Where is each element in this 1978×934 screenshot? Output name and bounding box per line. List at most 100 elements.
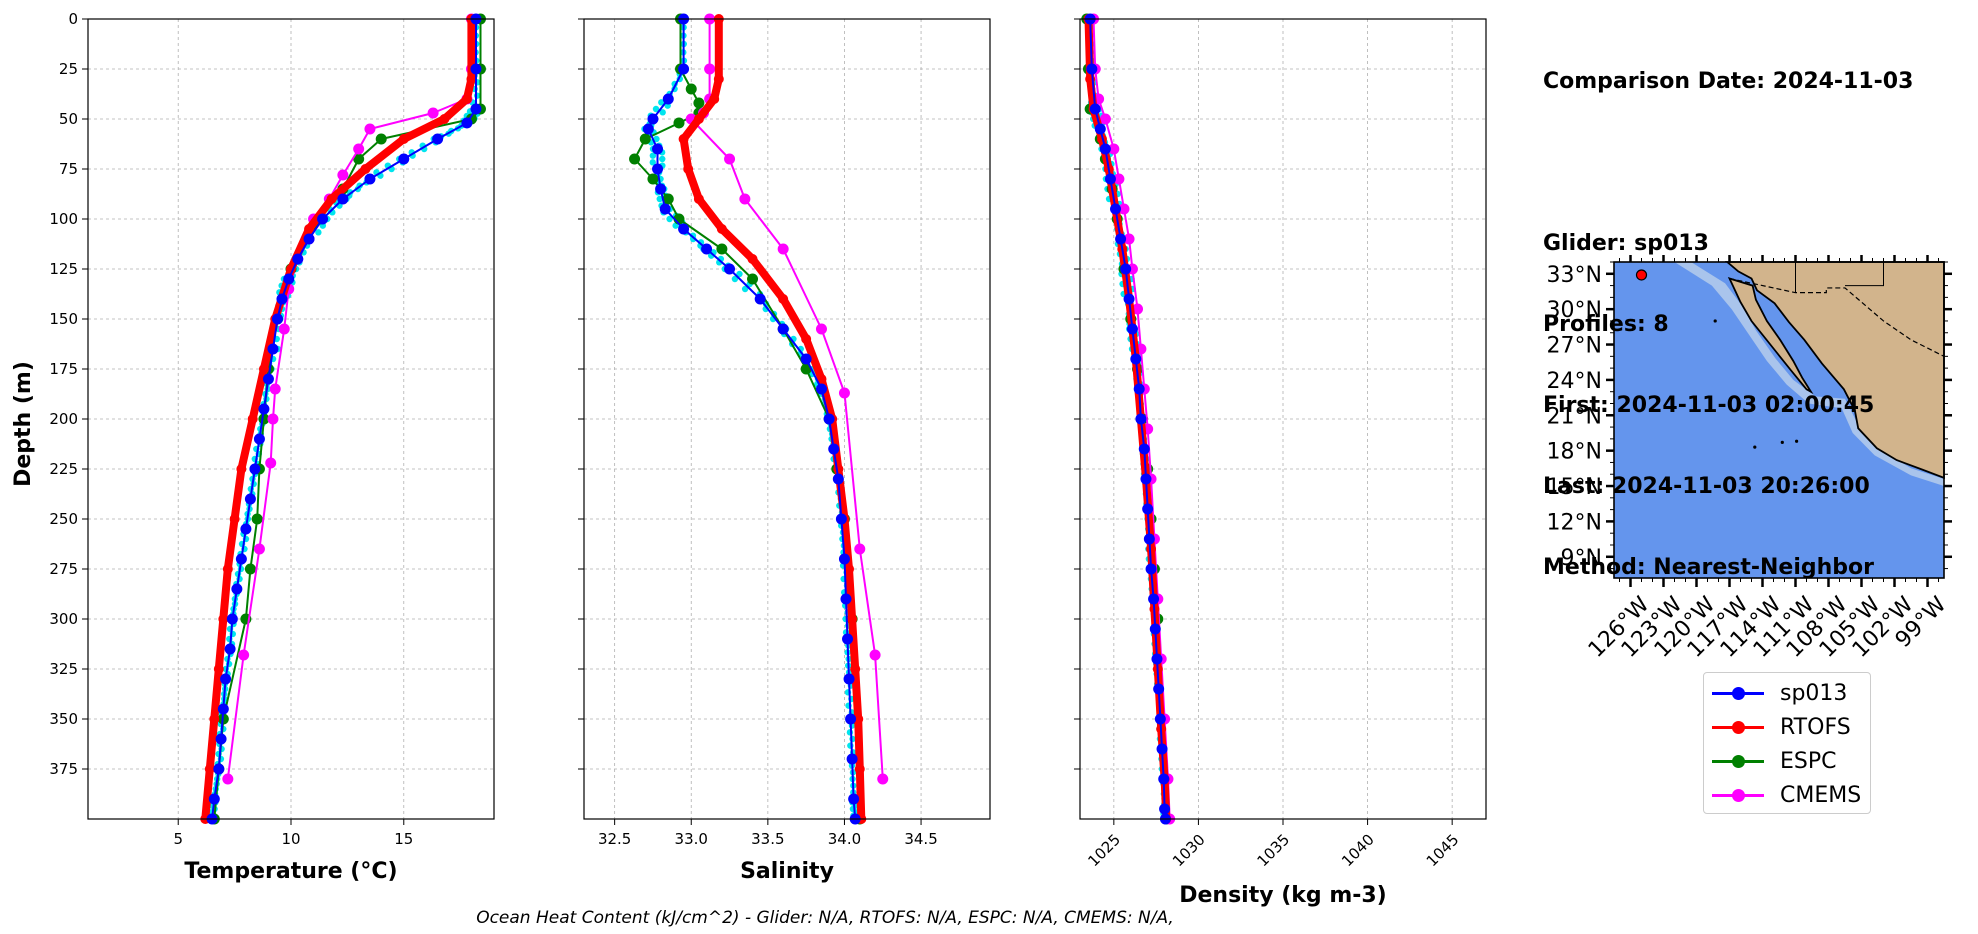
map-island [1753,445,1757,449]
series-point-glider [1130,353,1142,365]
map-lat-label: 9°N [1561,546,1602,571]
x-tick-label: 1025 [1084,831,1124,871]
series-point-glider [662,93,674,105]
series-point-rtofs [847,614,858,624]
series-point-cmems [777,243,789,255]
series-point-glider [652,163,664,175]
series-point-glider [659,203,671,215]
series-point-rtofs [833,464,844,474]
last-time: Last: 2024-11-03 20:26:00 [1543,474,1870,499]
x-tick-label: 10 [281,830,300,848]
series-point-rtofs [1146,544,1157,554]
glider-raw-point [741,285,749,293]
series-point-glider [1153,683,1165,695]
glider-raw-point [659,109,666,116]
series-point-espc [375,133,387,145]
map-land [1724,261,1945,480]
series-point-glider [848,793,860,805]
map-border [1729,277,1945,357]
glider-raw-point [473,92,481,99]
x-tick-label: 34.5 [904,830,937,848]
series-point-glider [240,523,252,535]
series-point-glider [337,193,349,205]
series-point-glider [815,383,827,395]
x-tick-label: 15 [394,830,413,848]
series-point-cmems [739,193,751,205]
series-point-espc [251,513,263,525]
series-point-glider [231,583,243,595]
series-point-glider [1126,323,1138,335]
series-point-espc [353,153,365,165]
series-glider [642,13,861,825]
series-point-cmems [265,457,277,469]
series-point-glider [835,513,847,525]
series-point-cmems [815,323,827,335]
series-point-rtofs [326,194,337,204]
x-tick-label: 1040 [1338,831,1378,871]
x-axis-label: Salinity [740,859,834,884]
series-point-glider [283,273,295,285]
series-point-glider [276,293,288,305]
series-line-rtofs [201,19,476,820]
series-point-cmems [854,543,866,555]
series-point-glider [1156,743,1168,755]
series-point-cmems [704,63,716,75]
series-point-glider [1104,173,1116,185]
series-point-espc [244,563,256,575]
series-point-rtofs [461,94,472,104]
panel-2: 32.5 33.0 33.5 34.0 34.5 Salinity [578,13,991,884]
map-lat-label: 30°N [1547,298,1602,323]
series-point-glider [1151,653,1163,665]
y-tick-label: 25 [59,60,78,78]
series-point-rtofs [713,74,724,84]
series-point-rtofs [213,664,224,674]
series-point-glider [262,373,274,385]
series-point-cmems [222,773,234,785]
y-tick-label: 375 [49,760,78,778]
series-point-glider [1086,63,1098,75]
y-tick-label: 225 [49,460,78,478]
series-point-rtofs [209,714,220,724]
series-point-cmems [278,323,290,335]
series-point-glider [1135,413,1147,425]
map-island [1713,319,1717,323]
y-tick-label: 250 [49,510,78,528]
series-point-rtofs [218,614,229,624]
series-point-glider [842,633,854,645]
series-point-glider [303,233,315,245]
map-baja [1727,277,1814,395]
series-point-glider [846,753,858,765]
series-point-rtofs [801,334,812,344]
legend-label-cmems: CMEMS [1780,782,1862,808]
map-lat-label: 21°N [1547,404,1602,429]
legend: sp013 RTOFS ESPC CMEMS [1703,672,1871,814]
y-tick-label: 175 [49,360,78,378]
series-point-glider [840,593,852,605]
legend-swatch-rtofs [1712,720,1764,734]
first-time: First: 2024-11-03 02:00:45 [1543,393,1875,418]
series-point-glider [213,763,225,775]
glider-raw-point [656,195,663,203]
series-point-rtofs [816,374,827,384]
glider-raw-point [653,135,660,143]
series-point-glider [398,153,410,165]
series-point-cmems [1113,173,1125,185]
x-tick-label: 34.0 [828,830,861,848]
series-point-rtofs [247,414,258,424]
y-axis-label: Depth (m) [11,361,36,487]
y-tick-label: 150 [49,310,78,328]
y-tick-label: 200 [49,410,78,428]
series-point-cmems [238,649,250,661]
series-point-rtofs [439,114,450,124]
glider-location-marker [1635,269,1648,281]
series-point-glider [1158,773,1170,785]
series-point-rtofs [360,164,371,174]
series-point-glider [800,353,812,365]
x-tick-label: 32.5 [598,830,631,848]
series-point-rtofs [693,194,704,204]
series-point-glider [1123,293,1135,305]
series-point-glider [1154,713,1166,725]
profile-count: Profiles: 8 [1543,312,1669,337]
map-lat-label: 33°N [1547,263,1602,288]
series-point-rtofs [854,764,865,774]
